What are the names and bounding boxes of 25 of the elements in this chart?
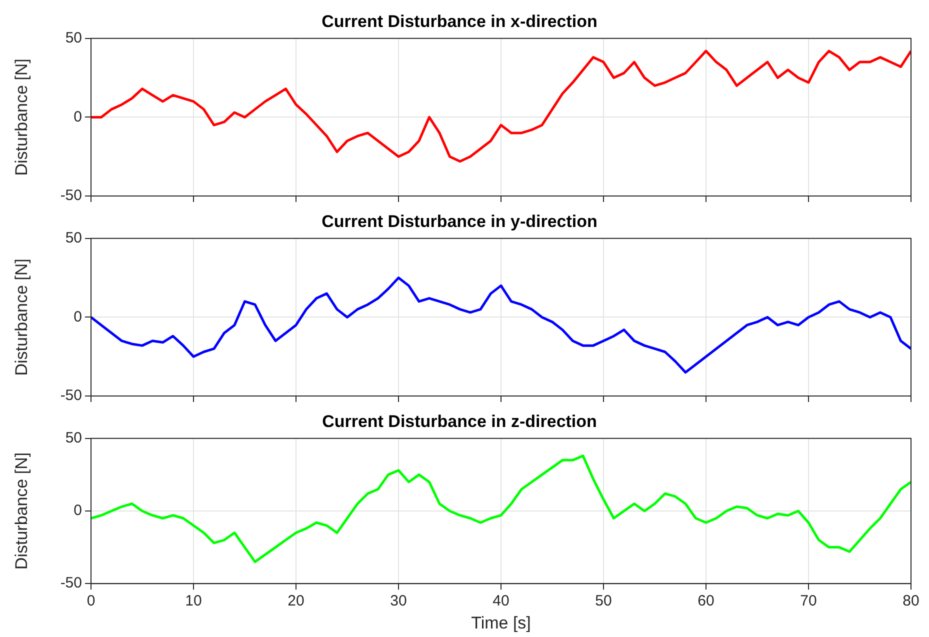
y-tick-label: 0 bbox=[74, 308, 82, 326]
x-axis-title: Time [s] bbox=[471, 613, 531, 632]
y-tick-label: -50 bbox=[60, 187, 82, 204]
y-axis-title: Disturbance [N] bbox=[12, 452, 31, 570]
y-tick-label: 50 bbox=[65, 30, 82, 47]
y-tick-label: -50 bbox=[60, 574, 82, 592]
y-tick-label: 0 bbox=[74, 108, 82, 126]
x-tick-label: 10 bbox=[185, 592, 202, 610]
x-tick-label: 30 bbox=[390, 592, 407, 610]
y-tick-label: -50 bbox=[60, 387, 82, 404]
y-tick-label: 50 bbox=[65, 230, 82, 247]
x-tick-label: 40 bbox=[492, 592, 510, 610]
x-tick-label: 20 bbox=[288, 592, 304, 610]
y-tick-label: 0 bbox=[74, 502, 82, 520]
x-tick-label: 50 bbox=[595, 592, 612, 610]
y-axis-title: Disturbance [N] bbox=[12, 258, 31, 376]
x-tick-label: 70 bbox=[800, 592, 817, 610]
x-tick-label: 0 bbox=[86, 592, 96, 610]
chart-title: Current Disturbance in z-direction bbox=[322, 412, 597, 431]
chart-title: Current Disturbance in y-direction bbox=[322, 212, 598, 231]
x-tick-label: 80 bbox=[902, 592, 920, 610]
chart-title: Current Disturbance in x-direction bbox=[322, 12, 598, 31]
x-tick-label: 60 bbox=[698, 592, 714, 610]
y-tick-label: 50 bbox=[65, 430, 82, 447]
y-axis-title: Disturbance [N] bbox=[12, 58, 31, 176]
